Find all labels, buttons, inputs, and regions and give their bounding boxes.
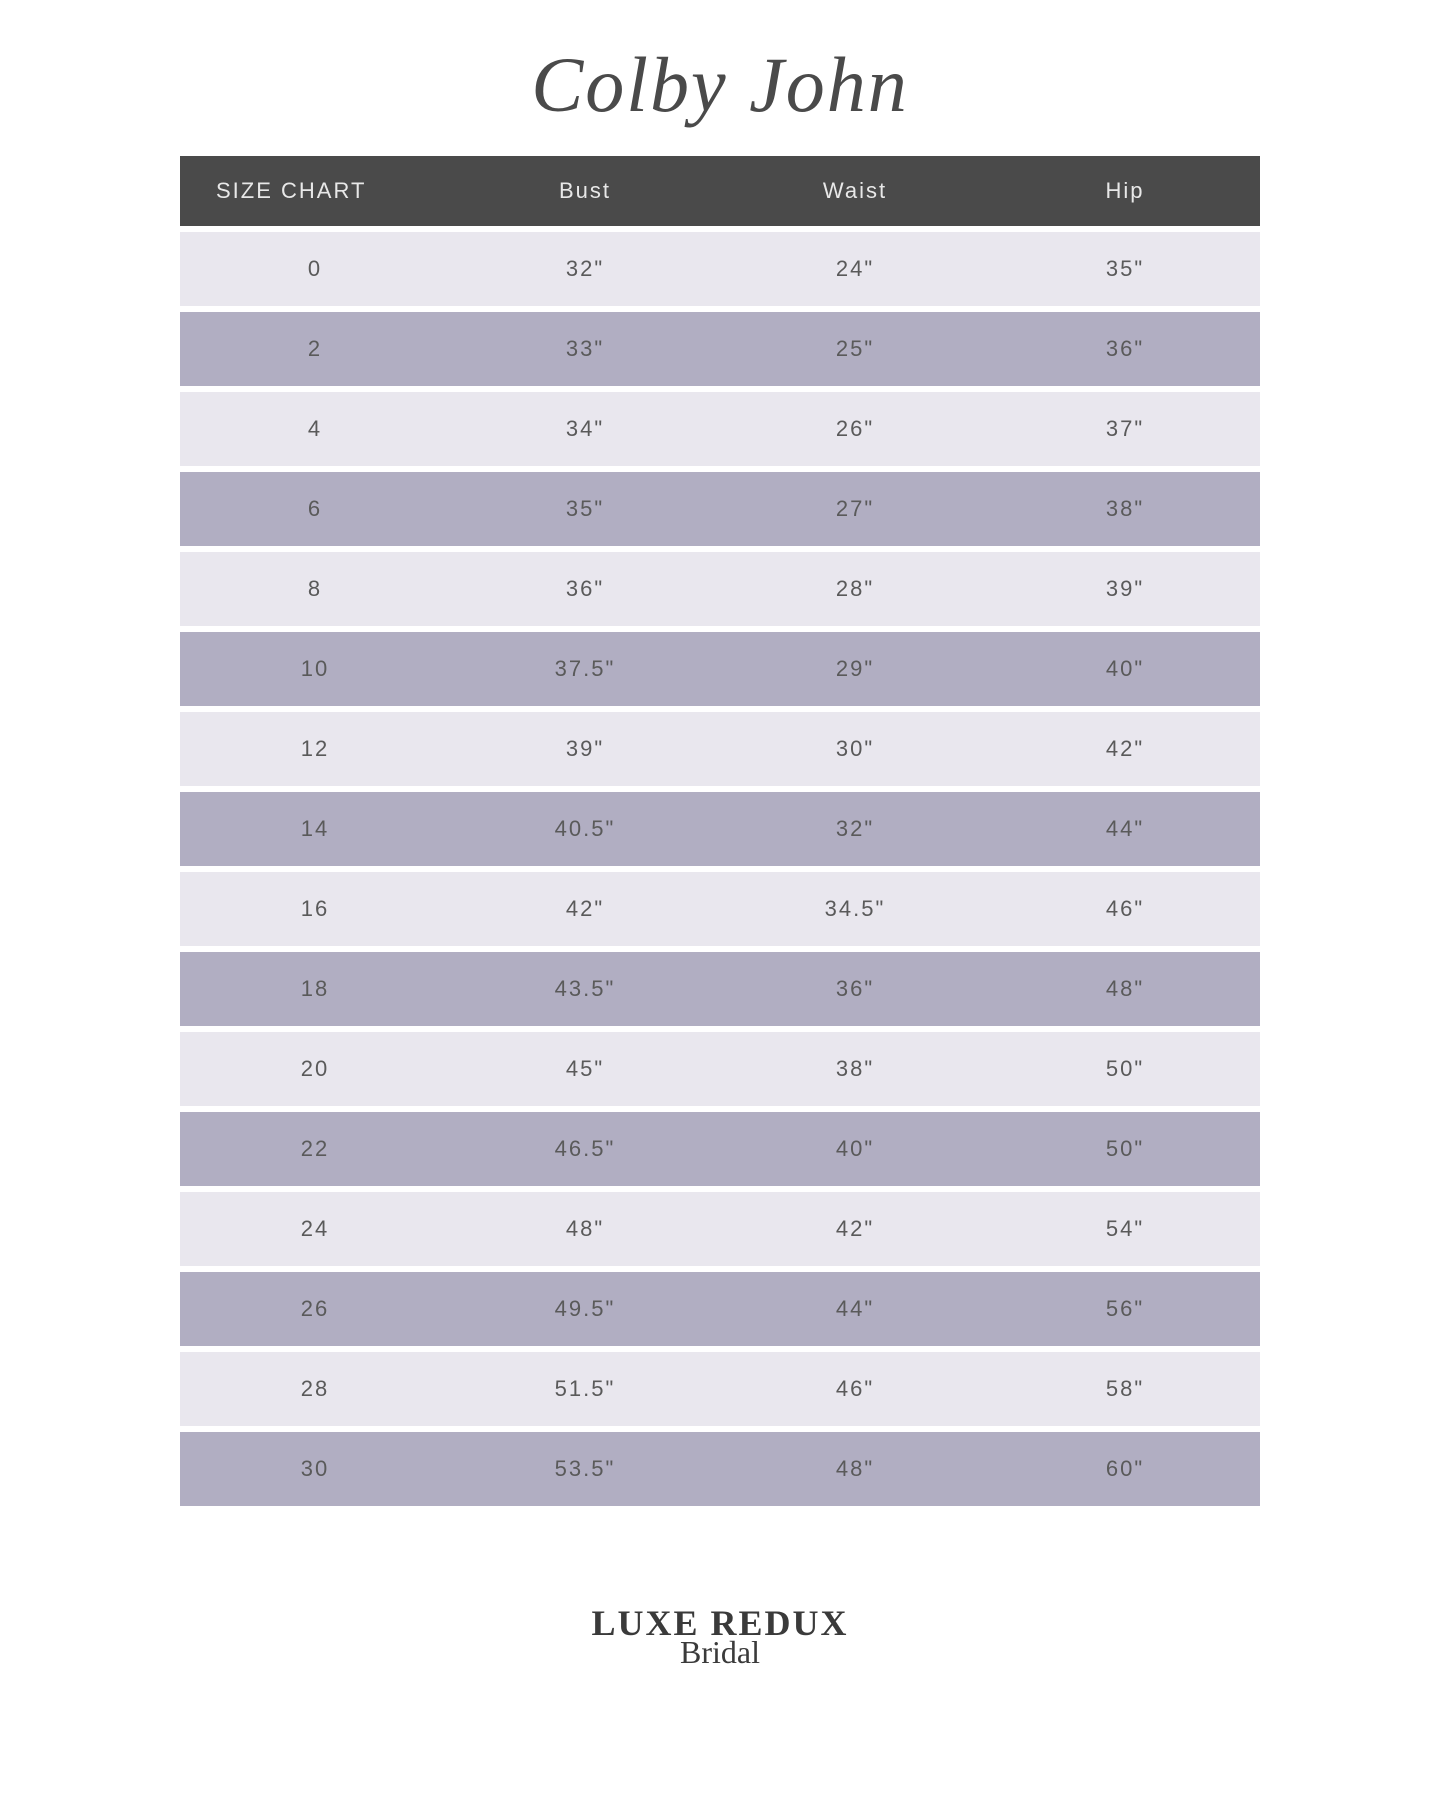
table-cell: 8 bbox=[180, 552, 450, 626]
col-header-size: SIZE CHART bbox=[180, 156, 450, 226]
table-cell: 50" bbox=[990, 1112, 1260, 1186]
table-cell: 35" bbox=[990, 232, 1260, 306]
size-chart-container: SIZE CHART Bust Waist Hip 032"24"35"233"… bbox=[180, 150, 1260, 1512]
table-cell: 56" bbox=[990, 1272, 1260, 1346]
table-cell: 48" bbox=[450, 1192, 720, 1266]
table-cell: 46" bbox=[720, 1352, 990, 1426]
table-row: 032"24"35" bbox=[180, 232, 1260, 306]
table-row: 1239"30"42" bbox=[180, 712, 1260, 786]
table-cell: 49.5" bbox=[450, 1272, 720, 1346]
table-cell: 39" bbox=[990, 552, 1260, 626]
table-cell: 44" bbox=[720, 1272, 990, 1346]
table-cell: 43.5" bbox=[450, 952, 720, 1026]
table-cell: 42" bbox=[450, 872, 720, 946]
table-cell: 32" bbox=[450, 232, 720, 306]
table-header-row: SIZE CHART Bust Waist Hip bbox=[180, 156, 1260, 226]
footer-logo: LUXE REDUX Bridal bbox=[591, 1602, 848, 1671]
table-cell: 35" bbox=[450, 472, 720, 546]
table-cell: 48" bbox=[720, 1432, 990, 1506]
table-cell: 40" bbox=[990, 632, 1260, 706]
table-cell: 37" bbox=[990, 392, 1260, 466]
table-cell: 34" bbox=[450, 392, 720, 466]
table-cell: 46" bbox=[990, 872, 1260, 946]
table-cell: 38" bbox=[990, 472, 1260, 546]
table-cell: 37.5" bbox=[450, 632, 720, 706]
table-cell: 14 bbox=[180, 792, 450, 866]
table-cell: 48" bbox=[990, 952, 1260, 1026]
table-row: 1440.5"32"44" bbox=[180, 792, 1260, 866]
table-cell: 38" bbox=[720, 1032, 990, 1106]
table-row: 434"26"37" bbox=[180, 392, 1260, 466]
table-row: 2851.5"46"58" bbox=[180, 1352, 1260, 1426]
table-cell: 42" bbox=[720, 1192, 990, 1266]
table-cell: 6 bbox=[180, 472, 450, 546]
table-cell: 26" bbox=[720, 392, 990, 466]
table-cell: 30 bbox=[180, 1432, 450, 1506]
table-cell: 24" bbox=[720, 232, 990, 306]
table-cell: 44" bbox=[990, 792, 1260, 866]
table-cell: 22 bbox=[180, 1112, 450, 1186]
table-cell: 27" bbox=[720, 472, 990, 546]
table-row: 2649.5"44"56" bbox=[180, 1272, 1260, 1346]
table-cell: 40.5" bbox=[450, 792, 720, 866]
table-cell: 58" bbox=[990, 1352, 1260, 1426]
table-row: 2448"42"54" bbox=[180, 1192, 1260, 1266]
table-cell: 60" bbox=[990, 1432, 1260, 1506]
table-cell: 16 bbox=[180, 872, 450, 946]
table-cell: 36" bbox=[990, 312, 1260, 386]
table-cell: 25" bbox=[720, 312, 990, 386]
table-cell: 33" bbox=[450, 312, 720, 386]
table-cell: 29" bbox=[720, 632, 990, 706]
table-cell: 34.5" bbox=[720, 872, 990, 946]
table-cell: 10 bbox=[180, 632, 450, 706]
table-row: 2246.5"40"50" bbox=[180, 1112, 1260, 1186]
table-cell: 54" bbox=[990, 1192, 1260, 1266]
table-cell: 42" bbox=[990, 712, 1260, 786]
col-header-waist: Waist bbox=[720, 156, 990, 226]
table-cell: 24 bbox=[180, 1192, 450, 1266]
table-cell: 0 bbox=[180, 232, 450, 306]
table-cell: 4 bbox=[180, 392, 450, 466]
table-row: 2045"38"50" bbox=[180, 1032, 1260, 1106]
table-row: 635"27"38" bbox=[180, 472, 1260, 546]
table-row: 3053.5"48"60" bbox=[180, 1432, 1260, 1506]
col-header-hip: Hip bbox=[990, 156, 1260, 226]
table-cell: 40" bbox=[720, 1112, 990, 1186]
table-cell: 46.5" bbox=[450, 1112, 720, 1186]
table-cell: 32" bbox=[720, 792, 990, 866]
col-header-bust: Bust bbox=[450, 156, 720, 226]
table-row: 233"25"36" bbox=[180, 312, 1260, 386]
table-cell: 51.5" bbox=[450, 1352, 720, 1426]
table-cell: 45" bbox=[450, 1032, 720, 1106]
table-row: 1642"34.5"46" bbox=[180, 872, 1260, 946]
table-row: 1843.5"36"48" bbox=[180, 952, 1260, 1026]
table-cell: 50" bbox=[990, 1032, 1260, 1106]
table-cell: 18 bbox=[180, 952, 450, 1026]
table-cell: 28" bbox=[720, 552, 990, 626]
table-cell: 39" bbox=[450, 712, 720, 786]
table-cell: 36" bbox=[450, 552, 720, 626]
table-row: 836"28"39" bbox=[180, 552, 1260, 626]
page-title: Colby John bbox=[531, 40, 908, 130]
table-cell: 53.5" bbox=[450, 1432, 720, 1506]
table-row: 1037.5"29"40" bbox=[180, 632, 1260, 706]
table-cell: 20 bbox=[180, 1032, 450, 1106]
table-cell: 36" bbox=[720, 952, 990, 1026]
size-chart-table: SIZE CHART Bust Waist Hip 032"24"35"233"… bbox=[180, 150, 1260, 1512]
table-cell: 30" bbox=[720, 712, 990, 786]
table-cell: 2 bbox=[180, 312, 450, 386]
table-cell: 12 bbox=[180, 712, 450, 786]
table-cell: 26 bbox=[180, 1272, 450, 1346]
table-cell: 28 bbox=[180, 1352, 450, 1426]
